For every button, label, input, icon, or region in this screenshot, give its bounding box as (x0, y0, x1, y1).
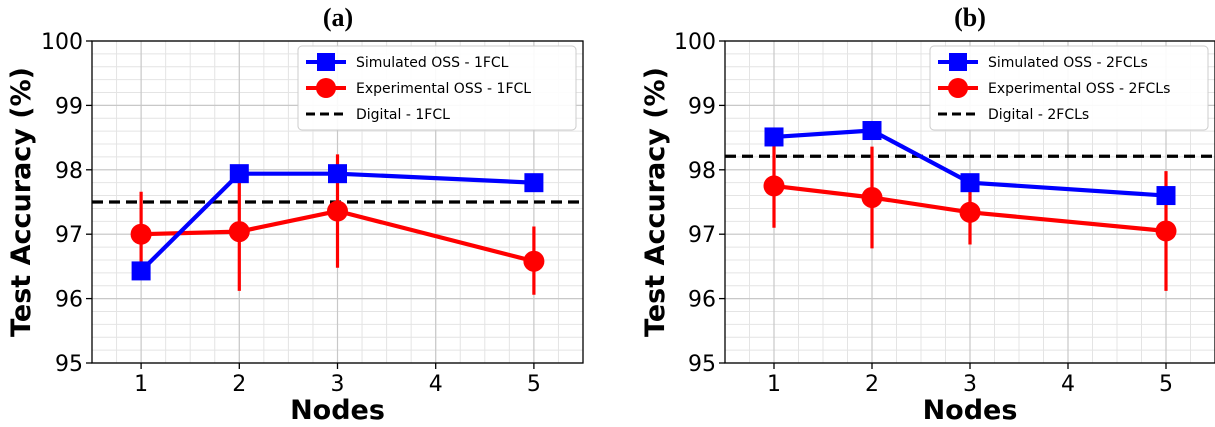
y-tick-label: 97 (55, 223, 83, 248)
series-line-simulated (773, 128, 1167, 198)
y-tick-label: 96 (55, 288, 83, 313)
data-point-experimental (861, 186, 883, 208)
x-tick-label: 4 (1061, 372, 1075, 397)
data-point-simulated (1156, 186, 1176, 206)
legend-box (297, 45, 577, 131)
panel-label: (a) (323, 3, 353, 32)
data-point-simulated (862, 121, 882, 141)
y-tick-label: 96 (688, 288, 716, 313)
x-tick-label: 1 (767, 372, 781, 397)
data-point-simulated (328, 164, 347, 184)
data-point-experimental (763, 175, 785, 197)
panel-label: (b) (954, 3, 986, 32)
x-axis-title: Nodes (923, 395, 1018, 426)
legend: Simulated OSS - 1FCL Experimental OSS - 1… (297, 45, 577, 131)
legend-swatch-square (317, 53, 335, 71)
y-tick-label: 99 (688, 94, 716, 119)
x-tick-label: 2 (232, 372, 246, 397)
data-point-experimental (959, 201, 981, 223)
y-tick-label: 95 (688, 352, 716, 377)
x-tick-label: 3 (963, 372, 977, 397)
data-point-experimental (228, 221, 250, 243)
y-tick-label: 97 (688, 223, 716, 248)
x-tick-label: 4 (429, 372, 443, 397)
data-point-experimental (327, 200, 348, 222)
x-axis-title: Nodes (290, 395, 385, 426)
x-tick-label: 5 (527, 372, 541, 397)
legend-label: Digital - 1FCL (356, 107, 450, 123)
data-point-experimental (130, 223, 152, 245)
legend-box (929, 45, 1209, 131)
legend-label: Experimental OSS - 2FCLs (988, 81, 1170, 97)
y-tick-label: 99 (55, 94, 83, 119)
y-tick-label: 98 (688, 159, 716, 184)
series-line-experimental (141, 208, 535, 264)
x-tick-label: 2 (865, 372, 879, 397)
x-tick-label: 5 (1159, 372, 1173, 397)
data-point-experimental (1155, 220, 1177, 242)
y-axis-title: Test Accuracy (%) (6, 67, 37, 337)
x-tick-label: 1 (134, 372, 148, 397)
series-line-experimental (773, 183, 1167, 234)
legend-label: Simulated OSS - 1FCL (356, 55, 509, 71)
chart-panel-b: (b) 1 2 3 4 5 95 96 97 98 99 100 Nodes Test Accuracy … (640, 3, 1215, 426)
data-point-simulated (764, 127, 784, 147)
y-tick-label: 98 (55, 159, 83, 184)
legend-swatch-circle (316, 78, 336, 98)
legend-label: Simulated OSS - 2FCLs (988, 55, 1148, 71)
y-tick-label: 95 (55, 352, 83, 377)
y-axis-title: Test Accuracy (%) (640, 67, 671, 337)
data-point-simulated (524, 173, 544, 193)
legend-swatch-square (949, 53, 967, 71)
y-tick-label: 100 (41, 30, 83, 55)
chart-panel-a: (a) 1 2 3 4 5 95 96 97 98 99 100 Nodes Test Accuracy … (6, 3, 584, 426)
legend-swatch-circle (948, 78, 968, 98)
data-point-simulated (131, 261, 151, 281)
x-tick-label: 3 (331, 372, 345, 397)
legend-label: Digital - 2FCLs (988, 107, 1089, 123)
data-point-experimental (523, 250, 545, 272)
series-line-simulated (139, 171, 534, 273)
y-tick-label: 100 (674, 30, 716, 55)
data-point-simulated (960, 173, 980, 193)
legend-label: Experimental OSS - 1FCL (356, 81, 531, 97)
legend: Simulated OSS - 2FCLs Experimental OSS - … (929, 45, 1209, 131)
data-point-simulated (229, 164, 249, 184)
